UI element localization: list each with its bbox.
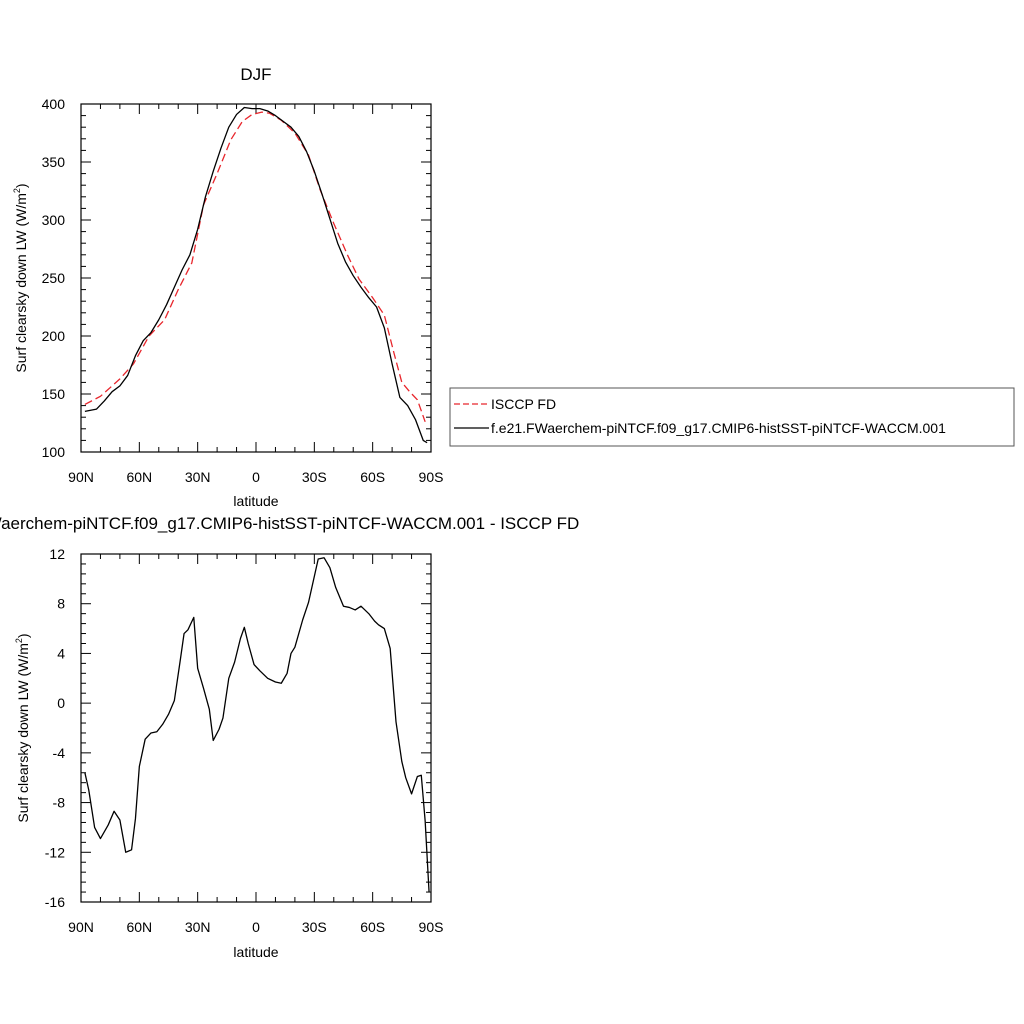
chart-panel-2: f.e21.FWaerchem-piNTCF.f09_g17.CMIP6-his… [0,514,579,960]
x-tick-label: 90N [68,919,94,935]
chart-panel-1: DJF 90N 60N 30N 0 30S 60S 90S 400 350 300 250 200 150… [12,65,443,509]
legend: ISCCP FD f.e21.FWaerchem-piNTCF.f09_g17.C… [449,387,1015,447]
legend-box [449,387,1015,447]
plot-frame [80,103,432,453]
y-tick-label: 0 [57,695,65,711]
series-line-2 [84,106,428,444]
y-axis-label-text: Surf clearsky down LW (W/m [13,193,29,372]
chart-title: f.e21.FWaerchem-piNTCF.f09_g17.CMIP6-his… [0,514,579,533]
y-tick-label: 200 [42,328,66,344]
y-axis-label-tail: ) [15,633,31,638]
legend-label-2: f.e21.FWaerchem-piNTCF.f09_g17.CMIP6-his… [491,420,946,436]
y-tick-label: 100 [42,444,66,460]
y-tick-label: 8 [57,596,65,612]
x-tick-label: 30N [185,919,211,935]
y-tick-label: 150 [42,386,66,402]
y-axis-label: Surf clearsky down LW (W/m2) [12,183,29,372]
y-tick-label: 250 [42,270,66,286]
x-axis-label: latitude [233,493,278,509]
y-tick-label: -12 [45,844,65,860]
legend-label-1: ISCCP FD [491,396,556,412]
x-tick-label: 60N [126,919,152,935]
series-line-1 [84,111,426,423]
x-tick-label: 0 [252,919,260,935]
x-tick-label: 90N [68,469,94,485]
x-tick-label: 90S [419,469,444,485]
x-tick-label: 30S [302,469,327,485]
x-axis-label: latitude [233,944,278,960]
y-tick-label: -4 [53,745,66,761]
x-tick-label: 30N [185,469,211,485]
plot-frame [80,553,432,903]
y-tick-label: 350 [42,154,66,170]
y-axis-label-text: Surf clearsky down LW (W/m [15,643,31,822]
y-tick-label: -8 [53,795,66,811]
x-tick-label: 60S [360,469,385,485]
x-tick-label: 0 [252,469,260,485]
y-tick-label: 4 [57,645,65,661]
y-tick-label: 12 [49,546,65,562]
y-axis-label-tail: ) [13,183,29,188]
y-axis-label-sup: 2 [12,188,22,193]
x-tick-label: 60N [126,469,152,485]
x-tick-label: 90S [419,919,444,935]
y-axis-label-sup: 2 [14,638,24,643]
x-tick-label: 30S [302,919,327,935]
y-tick-label: -16 [45,894,65,910]
y-tick-label: 400 [42,96,66,112]
y-axis-label: Surf clearsky down LW (W/m2) [14,633,31,822]
series-line-1 [84,557,430,893]
x-tick-label: 60S [360,919,385,935]
y-tick-label: 300 [42,212,66,228]
chart-title: DJF [240,65,271,84]
